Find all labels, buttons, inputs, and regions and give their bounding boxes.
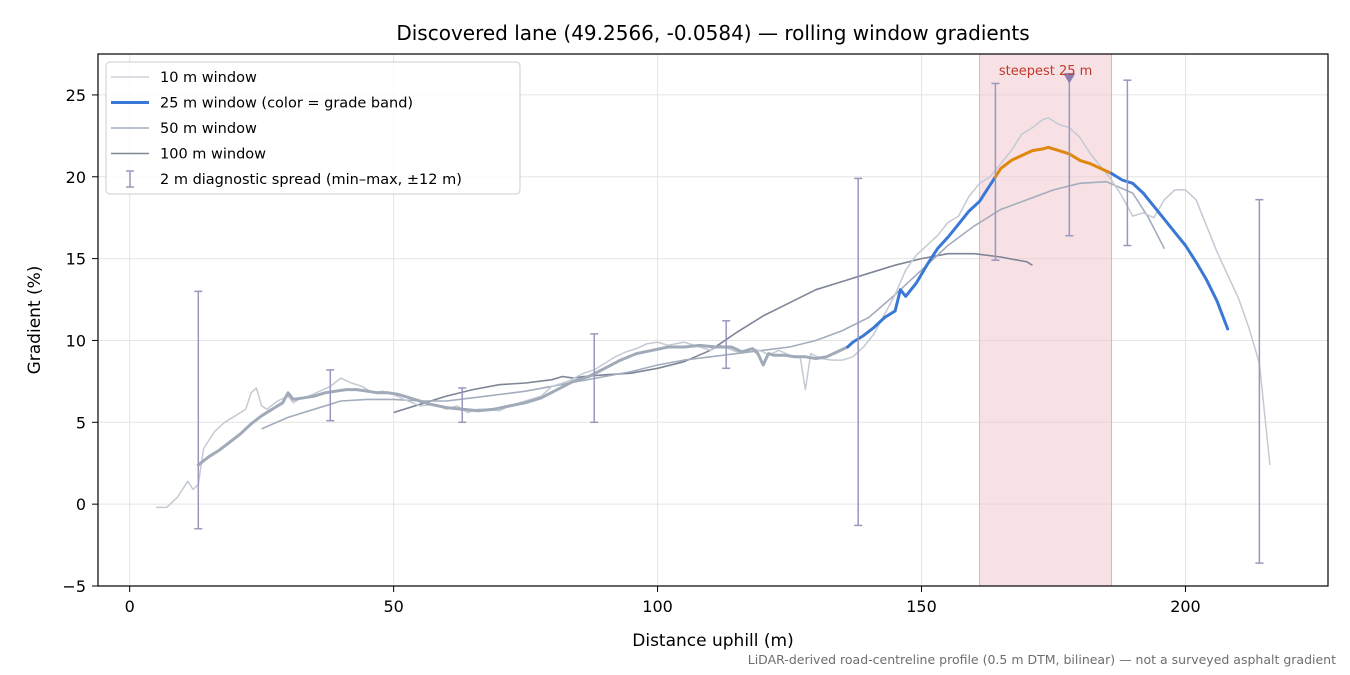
x-tick-label: 100 — [642, 597, 673, 616]
errorbar — [722, 320, 731, 370]
legend-label: 25 m window (color = grade band) — [160, 96, 413, 112]
series-100m-window — [393, 252, 1033, 414]
y-tick-label: −5 — [62, 577, 86, 596]
legend-label: 100 m window — [160, 147, 266, 163]
errorbar-layer — [194, 72, 1264, 564]
series-25m-window-segment — [846, 175, 997, 349]
legend: 10 m window 25 m window (color = grade ba… — [105, 61, 521, 195]
y-tick-label: 5 — [76, 413, 86, 432]
series-25m-window-segment — [196, 343, 850, 467]
errorbar — [1123, 79, 1132, 247]
y-axis-label: Gradient (%) — [25, 266, 45, 375]
y-tick-label: 20 — [66, 168, 86, 187]
tick-layer: 0 50 100 150 200 −5 0 5 10 15 20 25 — [62, 86, 1200, 616]
steepest-marker — [1063, 73, 1076, 84]
steepest-label: steepest 25 m — [999, 64, 1092, 79]
x-tick-label: 200 — [1170, 597, 1201, 616]
legend-label: 10 m window — [160, 70, 257, 86]
footnote: LiDAR-derived road-centreline profile (0… — [748, 652, 1336, 667]
series-layer — [156, 117, 1271, 509]
x-tick-label: 0 — [125, 597, 135, 616]
y-tick-label: 0 — [76, 495, 86, 514]
errorbar — [326, 369, 335, 422]
x-tick-label: 50 — [383, 597, 403, 616]
steepest-band — [979, 53, 1112, 587]
y-tick-label: 25 — [66, 86, 86, 105]
legend-box — [105, 61, 521, 195]
errorbar — [590, 333, 599, 424]
annotation-layer: steepest 25 m — [999, 64, 1092, 84]
errorbar — [991, 82, 1000, 262]
errorbar — [458, 387, 467, 424]
x-axis-label: Distance uphill (m) — [632, 631, 793, 651]
errorbar — [1255, 198, 1264, 564]
x-tick-label: 150 — [906, 597, 937, 616]
plot-frame — [97, 53, 1329, 587]
series-25m-window-segment — [993, 145, 1114, 179]
chart-title: Discovered lane (49.2566, -0.0584) — rol… — [396, 21, 1029, 45]
series-25m-window-segment — [1110, 172, 1230, 331]
legend-label: 50 m window — [160, 121, 257, 137]
y-tick-label: 15 — [66, 250, 86, 269]
errorbar — [854, 177, 863, 527]
steepest-band-layer — [979, 53, 1112, 587]
y-tick-label: 10 — [66, 331, 86, 350]
errorbar — [194, 290, 203, 530]
legend-label: 2 m diagnostic spread (min–max, ±12 m) — [160, 172, 462, 188]
